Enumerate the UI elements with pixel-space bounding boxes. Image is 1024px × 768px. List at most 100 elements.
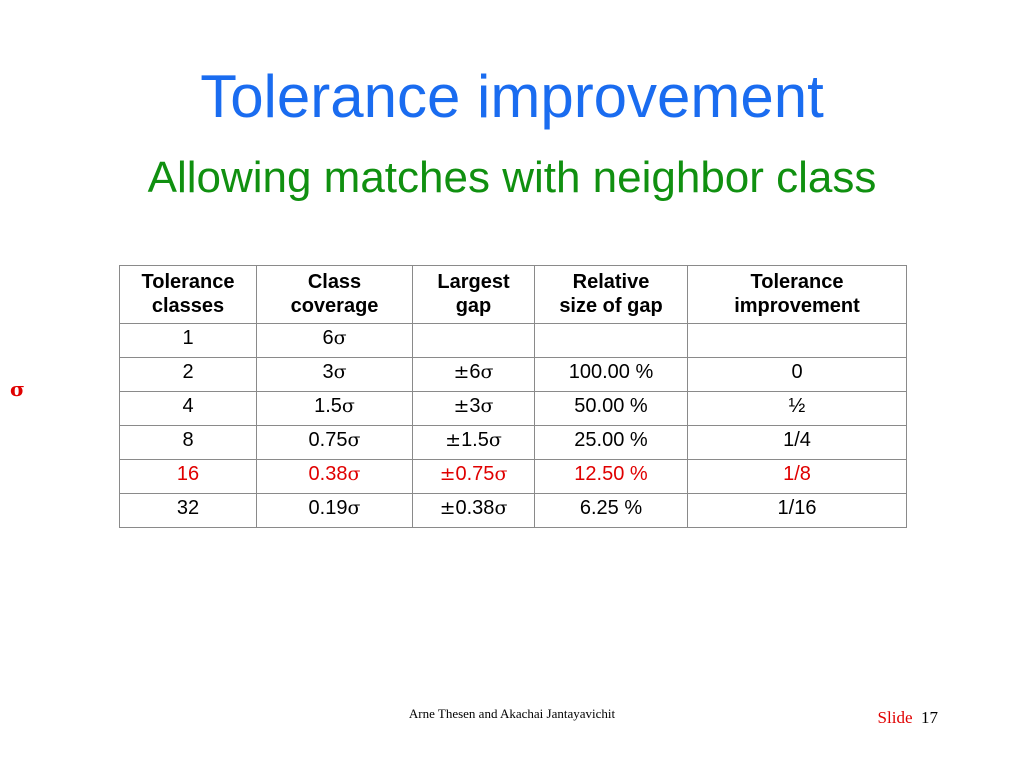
cell-coverage: 6σ	[256, 323, 413, 358]
cell-classes: 8	[119, 425, 257, 460]
header-line: Largest	[437, 271, 510, 293]
cell-coverage: 0.75σ	[256, 425, 413, 460]
sigma-symbol: σ	[341, 395, 355, 417]
sigma-symbol: σ	[347, 463, 361, 485]
table-body: 1 6σ 2 3σ ±6σ 100.00 % 0 4 1.5σ ±3σ 50.00 % ½ 8 0.75σ…	[119, 323, 907, 528]
sigma-symbol: σ	[347, 497, 361, 519]
cell-value: 1.5	[314, 395, 342, 417]
cell-improvement: ½	[687, 391, 907, 426]
cell-text: 25.00 %	[574, 429, 648, 451]
header-line: Relative	[572, 271, 650, 293]
plusminus-symbol: ±	[445, 429, 462, 451]
cell-value: 0.75	[308, 429, 348, 451]
slide-subtitle: Allowing matches with neighbor class	[147, 153, 877, 202]
cell-coverage: 0.38σ	[256, 459, 413, 494]
cell-classes: 16	[119, 459, 257, 494]
cell-classes: 32	[119, 493, 257, 528]
sigma-symbol: σ	[480, 395, 494, 417]
plusminus-symbol: ±	[439, 463, 456, 485]
cell-value: 3	[322, 361, 334, 383]
cell-value: 0.19	[308, 497, 348, 519]
cell-classes: 1	[119, 323, 257, 358]
table-header-row: Tolerance classes Class coverage Largest…	[119, 265, 907, 324]
cell-value: 3	[469, 395, 481, 417]
header-line: Tolerance	[141, 271, 235, 293]
header-line: classes	[151, 295, 225, 317]
header-class-coverage: Class coverage	[256, 265, 413, 324]
cell-text: 2	[182, 361, 194, 383]
cell-text: 1/8	[783, 463, 811, 485]
cell-relative-size: 50.00 %	[534, 391, 688, 426]
cell-text: 1	[182, 327, 194, 349]
cell-largest-gap	[412, 323, 535, 358]
header-line: Class	[307, 271, 362, 293]
cell-coverage: 1.5σ	[256, 391, 413, 426]
cell-coverage: 3σ	[256, 357, 413, 392]
cell-text: 50.00 %	[574, 395, 648, 417]
table-row: 32 0.19σ ±0.38σ 6.25 % 1/16	[119, 493, 907, 528]
cell-text: 4	[182, 395, 194, 417]
plusminus-symbol: ±	[439, 497, 456, 519]
cell-text: 12.50 %	[574, 463, 648, 485]
cell-text: 100.00 %	[568, 361, 654, 383]
table-row: 8 0.75σ ±1.5σ 25.00 % 1/4	[119, 425, 907, 460]
table-row: 4 1.5σ ±3σ 50.00 % ½	[119, 391, 907, 426]
tolerance-table: Tolerance classes Class coverage Largest…	[119, 265, 907, 528]
header-relative-size: Relative size of gap	[534, 265, 688, 324]
header-line: size of gap	[559, 295, 663, 317]
cell-text: 32	[176, 497, 200, 519]
sigma-symbol: σ	[494, 497, 508, 519]
cell-value: 0.38	[308, 463, 348, 485]
cell-improvement: 1/4	[687, 425, 907, 460]
cell-improvement: 0	[687, 357, 907, 392]
sigma-symbol: σ	[333, 327, 347, 349]
cell-improvement: 1/16	[687, 493, 907, 528]
slide-label: Slide	[877, 708, 913, 727]
cell-text: ½	[788, 395, 806, 417]
sigma-mark: σ	[10, 377, 25, 401]
cell-value: 0.38	[455, 497, 495, 519]
cell-relative-size: 6.25 %	[534, 493, 688, 528]
table-row: 16 0.38σ ±0.75σ 12.50 % 1/8	[119, 459, 907, 494]
cell-value: 6	[322, 327, 334, 349]
cell-relative-size: 25.00 %	[534, 425, 688, 460]
sigma-symbol: σ	[494, 463, 508, 485]
cell-classes: 2	[119, 357, 257, 392]
cell-relative-size: 12.50 %	[534, 459, 688, 494]
cell-coverage: 0.19σ	[256, 493, 413, 528]
cell-improvement	[687, 323, 907, 358]
cell-relative-size: 100.00 %	[534, 357, 688, 392]
header-largest-gap: Largest gap	[412, 265, 535, 324]
table-row: 1 6σ	[119, 323, 907, 358]
cell-largest-gap: ±6σ	[412, 357, 535, 392]
cell-largest-gap: ±0.38σ	[412, 493, 535, 528]
header-line: Tolerance	[750, 271, 844, 293]
sigma-symbol: σ	[480, 361, 494, 383]
sigma-symbol: σ	[347, 429, 361, 451]
cell-largest-gap: ±0.75σ	[412, 459, 535, 494]
plusminus-symbol: ±	[453, 361, 470, 383]
cell-improvement: 1/8	[687, 459, 907, 494]
cell-text: 0	[791, 361, 803, 383]
header-tolerance-improvement: Tolerance improvement	[687, 265, 907, 324]
header-line: gap	[455, 295, 492, 317]
slide-number-value: 17	[921, 708, 938, 727]
cell-value: 0.75	[455, 463, 495, 485]
slide-title: Tolerance improvement	[200, 63, 824, 130]
header-line: improvement	[734, 295, 860, 317]
table-row: 2 3σ ±6σ 100.00 % 0	[119, 357, 907, 392]
footer-authors: Arne Thesen and Akachai Jantayavichit	[408, 706, 616, 721]
plusminus-symbol: ±	[453, 395, 470, 417]
cell-value: 1.5	[461, 429, 489, 451]
cell-text: 6.25 %	[579, 497, 643, 519]
cell-relative-size	[534, 323, 688, 358]
cell-text: 1/16	[777, 497, 817, 519]
cell-classes: 4	[119, 391, 257, 426]
cell-text: 8	[182, 429, 194, 451]
sigma-symbol: σ	[333, 361, 347, 383]
header-tolerance-classes: Tolerance classes	[119, 265, 257, 324]
sigma-symbol: σ	[488, 429, 502, 451]
cell-value: 6	[469, 361, 481, 383]
cell-text: 1/4	[783, 429, 811, 451]
slide-number: Slide 17	[878, 708, 938, 728]
